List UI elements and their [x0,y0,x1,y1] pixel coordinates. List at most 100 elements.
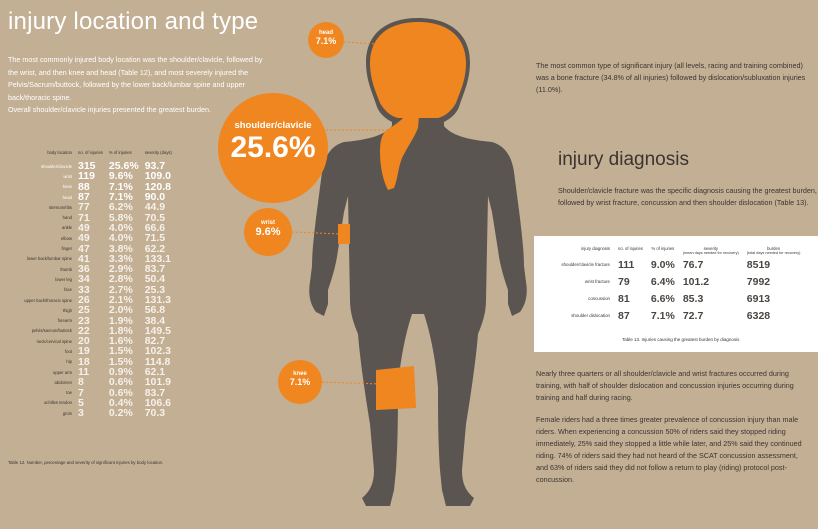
table-row: ankle 49 4.0% 66.6 [4,221,175,234]
table-13-col-header: severity (mean days needed for recovery) [679,246,743,256]
cell-severity: 114.8 [144,355,171,368]
table-12-col-percent: % of injuries [108,150,132,155]
cell-percent: 2.9% [108,263,133,276]
cell-severity: 76.7 [682,258,704,271]
injury-type-intro: The most common type of significant inju… [536,61,806,94]
wrist-badge [244,208,292,256]
table-13-caption: Table 13. Injuries causing the greatest … [622,337,740,342]
cell-percent: 0.6% [108,386,133,399]
cell-location: shoulder/clavicle [41,163,72,169]
cell-severity: 109.0 [144,170,171,183]
table-13-col-header: % of injuries [647,246,679,256]
table-row: thigh 25 2.0% 56.8 [4,304,175,317]
cell-burden: 7992 [746,275,771,288]
diagnosis-notes: Nearly three quarters or all shoulder/cl… [536,368,808,496]
table-row: shoulder/clavicle fracture 111 9.0% 76.7 851… [538,256,804,273]
head-badge-value: 7.1% [315,36,337,46]
cell-percent: 2.1% [108,294,133,306]
cell-diagnosis: concussion [588,296,610,301]
table-row: wrist fracture 79 6.4% 101.2 7992 [538,273,804,290]
table-row: concussion 81 6.6% 85.3 6913 [538,290,804,307]
knee-badge-value: 7.1% [289,377,311,387]
table-row: foot 19 1.5% 102.3 [4,345,175,358]
cell-count: 18 [78,355,90,368]
cell-severity: 85.3 [682,292,704,305]
cell-percent: 1.6% [108,335,133,348]
cell-location: head [62,194,72,200]
head-badge-text: head 7.1% [306,30,346,46]
cell-location: sternum/ribs [48,204,72,210]
cell-count: 11 [78,366,90,379]
cell-severity: 83.7 [144,386,166,399]
cell-diagnosis: shoulder dislocation [571,313,610,318]
table-13-col-sublabel: (total days needed for recovery) [746,251,801,255]
table-row: thumb 36 2.9% 83.7 [4,263,175,276]
table-13-body: shoulder/clavicle fracture 111 9.0% 76.7 851… [538,256,804,324]
cell-severity: 106.6 [144,396,171,409]
table-13-col-sublabel: (mean days needed for recovery) [682,251,739,255]
cell-location: finger [61,246,72,252]
wrist-badge-label: wrist [260,220,275,226]
location-title: injury location and type [8,8,259,35]
cell-count: 315 [78,160,96,173]
knee-badge [278,360,322,404]
table-row: forearm 23 1.9% 38.4 [4,314,175,327]
cell-percent: 7.1% [108,191,133,204]
intro-paragraph: Overall shoulder/clavicle injuries prese… [8,105,211,114]
cell-severity: 66.6 [144,221,166,234]
head-highlight [370,22,466,118]
cell-percent: 0.6% [108,376,133,389]
table-12-col-number: no. of injuries [78,150,103,155]
cell-count: 79 [618,275,630,288]
cell-percent: 2.0% [108,304,133,317]
cell-count: 81 [618,292,630,305]
table-row: shoulder dislocation 87 7.1% 72.7 6328 [538,307,804,324]
cell-location: wrist [63,173,72,179]
cell-count: 23 [78,314,90,327]
head-badge [308,22,344,58]
wrist-badge-value: 9.6% [255,226,281,238]
table-row: wrist 119 9.6% 109.0 [4,170,175,183]
cell-severity: 102.3 [144,345,171,358]
cell-severity: 62.2 [144,242,166,255]
cell-percent: 2.8% [108,273,133,286]
knee-connector [321,381,381,385]
notes-paragraph: Female riders had a three times greater … [536,415,802,484]
table-row: hip 18 1.5% 114.8 [4,355,175,368]
cell-location: forearm [57,318,72,324]
cell-percent: 2.7% [108,283,133,296]
cell-count: 71 [78,211,90,224]
cell-location: groin [62,410,72,416]
head-badge-label: head [318,30,333,36]
cell-severity: 44.9 [144,201,166,214]
cell-severity: 101.9 [144,376,171,389]
cell-percent: 1.5% [108,355,133,368]
cell-severity: 149.5 [144,324,171,337]
cell-count: 49 [78,221,90,234]
cell-count: 5 [78,396,84,409]
cell-severity: 83.7 [144,263,166,276]
cell-percent: 0.4% [108,396,133,409]
table-13-col-header: no. of injuries [614,246,647,256]
cell-severity: 131.3 [144,294,171,306]
cell-severity: 38.4 [144,314,166,327]
cell-percent: 3.8% [108,242,133,255]
cell-count: 8 [78,376,84,389]
cell-severity: 82.7 [144,335,166,348]
table-13-header: injury diagnosis no. of injuries % of inju… [538,246,804,256]
shoulder-badge [218,93,328,203]
table-row: lower back/lumbar spine 41 3.3% 133.1 [4,253,175,264]
cell-count: 25 [78,304,90,317]
cell-count: 20 [78,335,90,348]
cell-percent: 9.0% [650,258,675,271]
table-row: pelvis/sacrum/buttock 22 1.8% 149.5 [4,324,175,337]
table-12-caption: Table 12. Number, percentage and severit… [8,460,164,465]
cell-location: face [64,287,72,293]
table-13-col-label: % of injuries [651,246,675,251]
table-13: injury diagnosis no. of injuries % of inju… [538,246,804,324]
cell-percent: 7.1% [650,309,675,322]
cell-percent: 0.9% [108,366,133,379]
cell-count: 47 [78,242,90,255]
cell-count: 87 [618,309,630,322]
cell-percent: 4.0% [108,221,133,234]
